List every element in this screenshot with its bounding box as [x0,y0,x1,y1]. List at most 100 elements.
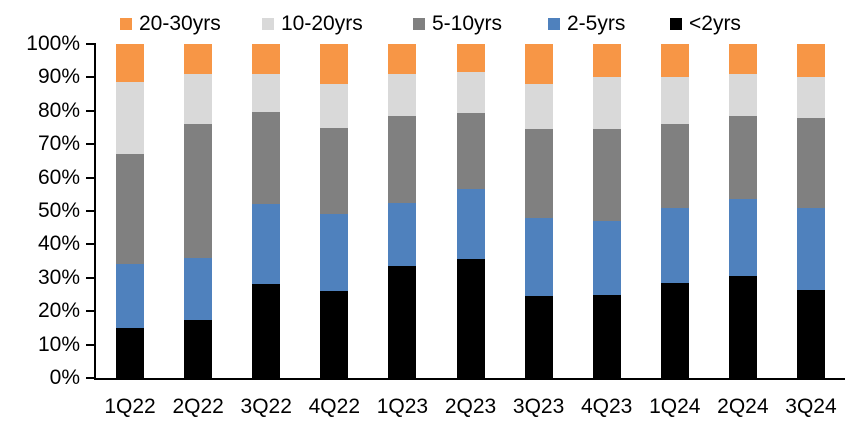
legend-swatch-icon [120,18,132,30]
y-axis-tick-label: 70% [37,132,80,156]
y-axis-tick-mark [86,276,95,279]
y-axis-tick-mark [86,143,95,146]
legend-item-20-30yrs: 20-30yrs [120,12,221,36]
bar-segment-2-5yrs [796,207,825,290]
legend-label: 20-30yrs [139,12,221,35]
y-axis-tick-label: 100% [26,32,80,55]
bar-segment-10-20yrs [592,77,621,130]
bar-4q23 [592,44,621,378]
bar-1q23 [388,44,417,378]
bar-segment-20-30yrs [728,44,757,75]
y-axis-tick-label: 50% [37,199,80,222]
bar-2q24 [728,44,757,378]
legend-label: 10-20yrs [281,12,363,35]
x-axis-tick-label: 4Q23 [580,395,633,418]
y-axis-tick-label: 60% [37,165,80,189]
bar-segment-20-30yrs [456,44,485,73]
bar-segment-20-30yrs [660,44,689,78]
bar-segment-10-20yrs [660,77,689,125]
x-axis-line [94,378,845,380]
bar-1q22 [116,44,145,378]
x-axis-tick-label: 4Q22 [308,395,360,418]
bar-segment-2yrs [320,291,349,378]
legend-item-5-10yrs: 5-10yrs [413,12,502,36]
legend-swatch-icon [670,18,682,30]
bar-segment-10-20yrs [184,74,213,125]
bar-segment-2yrs [592,294,621,378]
bar-segment-2-5yrs [184,257,213,320]
y-axis-tick-mark [86,210,95,212]
bar-segment-5-10yrs [116,154,145,265]
bar-3q24 [796,44,825,378]
bar-segment-5-10yrs [592,129,621,222]
bar-segment-5-10yrs [796,117,825,208]
bar-segment-20-30yrs [252,44,281,75]
bar-segment-5-10yrs [456,112,485,190]
bar-segment-20-30yrs [524,44,553,85]
bar-segment-2-5yrs [320,214,349,292]
bar-segment-2yrs [796,289,825,378]
bar-segment-2-5yrs [728,199,757,277]
x-axis-tick-label: 2Q22 [172,395,224,418]
y-axis-tick-label: 0% [49,366,80,389]
bar-segment-5-10yrs [252,112,281,205]
bar-segment-20-30yrs [116,44,145,83]
y-axis-tick-mark [86,343,95,346]
bar-2q23 [456,44,485,378]
bar-segment-10-20yrs [796,77,825,118]
bar-segment-2-5yrs [660,207,689,283]
y-axis-tick-label: 80% [37,98,80,122]
x-axis-tick-label: 3Q22 [240,395,292,418]
bar-segment-10-20yrs [320,84,349,128]
legend-label: <2yrs [689,12,741,35]
bar-segment-2yrs [728,276,757,378]
bar-segment-5-10yrs [660,124,689,208]
bar-segment-5-10yrs [728,115,757,200]
plot-area [96,44,845,378]
bar-segment-5-10yrs [388,115,417,203]
bar-segment-5-10yrs [320,127,349,215]
y-axis-line [94,43,96,380]
bar-segment-2-5yrs [456,189,485,260]
bar-segment-20-30yrs [592,44,621,78]
x-axis-tick-label: 1Q24 [649,395,701,418]
y-axis-tick-mark [86,243,95,246]
y-axis-tick-mark [86,377,95,379]
bar-segment-2yrs [660,282,689,378]
bar-segment-10-20yrs [252,74,281,113]
bar-segment-2yrs [524,296,553,378]
bar-segment-20-30yrs [796,44,825,78]
legend-item-2-5yrs: 2-5yrs [548,12,625,36]
bar-1q24 [660,44,689,378]
bar-segment-2yrs [252,284,281,378]
bar-segment-2-5yrs [388,202,417,267]
legend-item-10-20yrs: 10-20yrs [262,12,363,36]
bar-segment-20-30yrs [184,44,213,75]
bar-3q23 [524,44,553,378]
y-axis-tick-label: 20% [37,299,80,323]
x-axis-tick-label: 2Q24 [717,395,769,418]
legend-swatch-icon [413,18,425,30]
bar-segment-10-20yrs [728,74,757,116]
bar-3q22 [252,44,281,378]
bar-segment-20-30yrs [388,44,417,75]
bar-segment-2-5yrs [116,264,145,328]
bar-segment-10-20yrs [116,82,145,155]
y-axis-tick-label: 90% [37,65,80,89]
y-axis-tick-mark [86,109,95,112]
bar-segment-10-20yrs [456,72,485,113]
legend-label: 2-5yrs [567,12,626,35]
legend-swatch-icon [262,18,274,30]
bar-segment-2yrs [116,327,145,378]
y-axis-tick-mark [86,310,95,313]
bar-segment-2yrs [184,319,213,378]
y-axis-tick-label: 40% [37,232,80,256]
y-axis-tick-label: 10% [37,332,80,356]
bar-segment-10-20yrs [388,74,417,116]
bar-segment-5-10yrs [524,129,553,218]
y-axis-tick-mark [86,176,95,179]
bar-2q22 [184,44,213,378]
bar-segment-5-10yrs [184,124,213,258]
x-axis-tick-label: 3Q24 [785,395,837,418]
